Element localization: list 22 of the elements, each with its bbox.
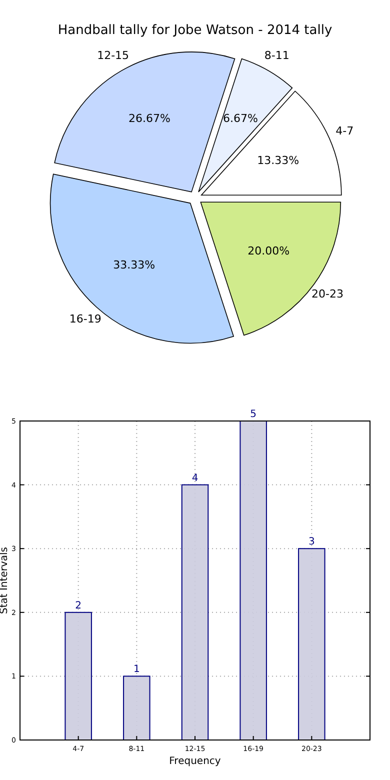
data-label: 2: [75, 600, 82, 612]
data-label: 33.33%: [113, 258, 156, 272]
bar: [240, 420, 267, 740]
slice-label: 4-7: [336, 124, 354, 138]
slice-label: 16-19: [69, 312, 102, 326]
bar: [181, 484, 209, 740]
data-label: 6.67%: [223, 112, 258, 126]
bar: [298, 548, 326, 740]
bar: [123, 676, 150, 740]
bar: [64, 612, 92, 740]
data-label: 5: [250, 409, 257, 420]
data-label: 4: [192, 472, 198, 484]
slice-label: 20-23: [312, 287, 344, 300]
data-label: 26.67%: [128, 112, 170, 126]
data-label: 20.00%: [248, 244, 290, 258]
slice-label: 12-15: [97, 49, 130, 62]
x-axis-title: Frequency: [169, 756, 221, 767]
data-label: 3: [308, 536, 315, 548]
data-label: 13.33%: [257, 154, 300, 168]
chart-title: Handball tally for Jobe Watson - 2014 tally: [58, 23, 332, 38]
data-label: 1: [133, 664, 140, 676]
slice-label: 8-11: [264, 49, 290, 62]
